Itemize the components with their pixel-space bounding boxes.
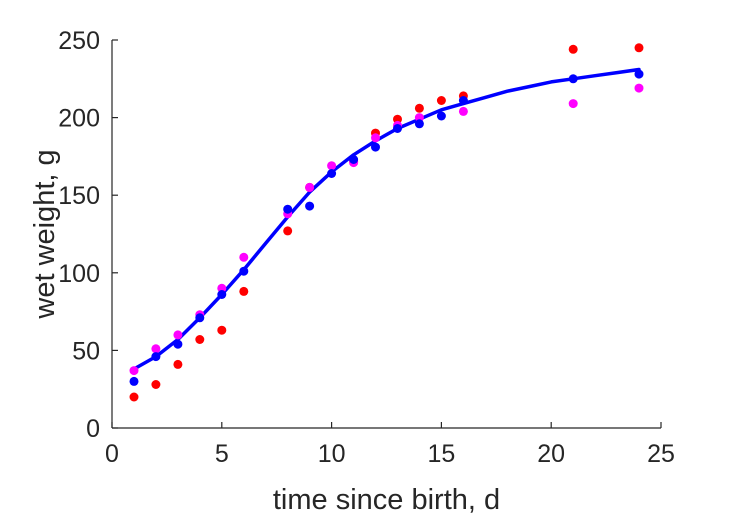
magenta-data-point: [239, 252, 249, 262]
blue-data-point: [371, 142, 380, 152]
blue-data-point: [393, 124, 402, 133]
blue-data-point: [283, 204, 293, 214]
y-axis-label: wet weight, g: [29, 149, 61, 319]
x-tick-label: 0: [105, 440, 119, 468]
y-tick-label: 0: [86, 415, 100, 443]
blue-data-point: [349, 155, 359, 164]
x-tick-label: 20: [537, 440, 565, 468]
y-tick-label: 50: [72, 337, 100, 365]
blue-data-point: [173, 339, 183, 349]
blue-data-point: [195, 313, 205, 323]
magenta-data-point: [634, 83, 644, 93]
magenta-data-point: [217, 283, 227, 293]
magenta-data-point: [305, 182, 315, 192]
x-tick-label: 15: [427, 440, 455, 468]
red-data-point: [283, 226, 293, 236]
red-data-point: [436, 96, 446, 105]
magenta-data-point: [568, 99, 578, 109]
red-data-point: [173, 359, 183, 369]
y-axis-ticks: 0 50 100 150 200 250: [58, 27, 118, 443]
magenta-data-point: [173, 330, 183, 340]
fit-curve-line: [132, 67, 641, 371]
y-tick-label: 200: [58, 105, 100, 133]
blue-data-point: [458, 96, 468, 105]
red-data-point: [217, 325, 227, 335]
blue-data-point: [151, 352, 161, 362]
y-tick-label: 250: [58, 27, 100, 55]
red-data-point: [129, 392, 139, 402]
magenta-data-point: [151, 344, 161, 354]
blue-data-point: [568, 74, 578, 84]
blue-data-point: [414, 119, 424, 129]
blue-data-point: [634, 69, 644, 79]
blue-data-point: [217, 290, 227, 299]
y-tick-label: 100: [58, 260, 100, 288]
red-data-point: [414, 103, 424, 113]
blue-data-point: [239, 266, 249, 276]
x-tick-label: 10: [318, 440, 346, 468]
plot-area: [129, 43, 644, 402]
blue-data-point: [436, 111, 446, 121]
x-axis-ticks: 0 5 10 15 20 25: [105, 422, 675, 468]
blue-data-point: [305, 201, 315, 211]
x-axis-label: time since birth, d: [273, 484, 500, 516]
red-data-point: [393, 114, 402, 124]
red-data-point: [239, 286, 249, 296]
red-data-point: [568, 44, 578, 54]
red-data-point: [195, 335, 205, 344]
red-data-point: [151, 380, 161, 389]
x-tick-label: 5: [215, 440, 229, 468]
axes: [111, 40, 661, 429]
magenta-data-point: [129, 366, 139, 376]
blue-data-point: [327, 169, 337, 178]
magenta-data-point: [414, 113, 424, 123]
blue-data-point: [129, 376, 139, 386]
y-tick-label: 150: [58, 182, 100, 210]
magenta-data-point: [327, 161, 337, 171]
magenta-data-point: [458, 106, 468, 116]
magenta-data-point: [371, 133, 380, 143]
red-data-point: [634, 43, 644, 53]
x-tick-label: 25: [647, 440, 675, 468]
